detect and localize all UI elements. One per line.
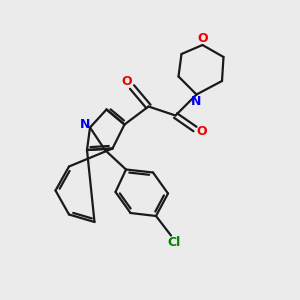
Text: O: O — [196, 125, 207, 139]
Text: Cl: Cl — [167, 236, 181, 249]
Text: O: O — [198, 32, 208, 45]
Text: O: O — [121, 75, 132, 88]
Text: N: N — [191, 94, 201, 108]
Text: N: N — [80, 118, 90, 131]
